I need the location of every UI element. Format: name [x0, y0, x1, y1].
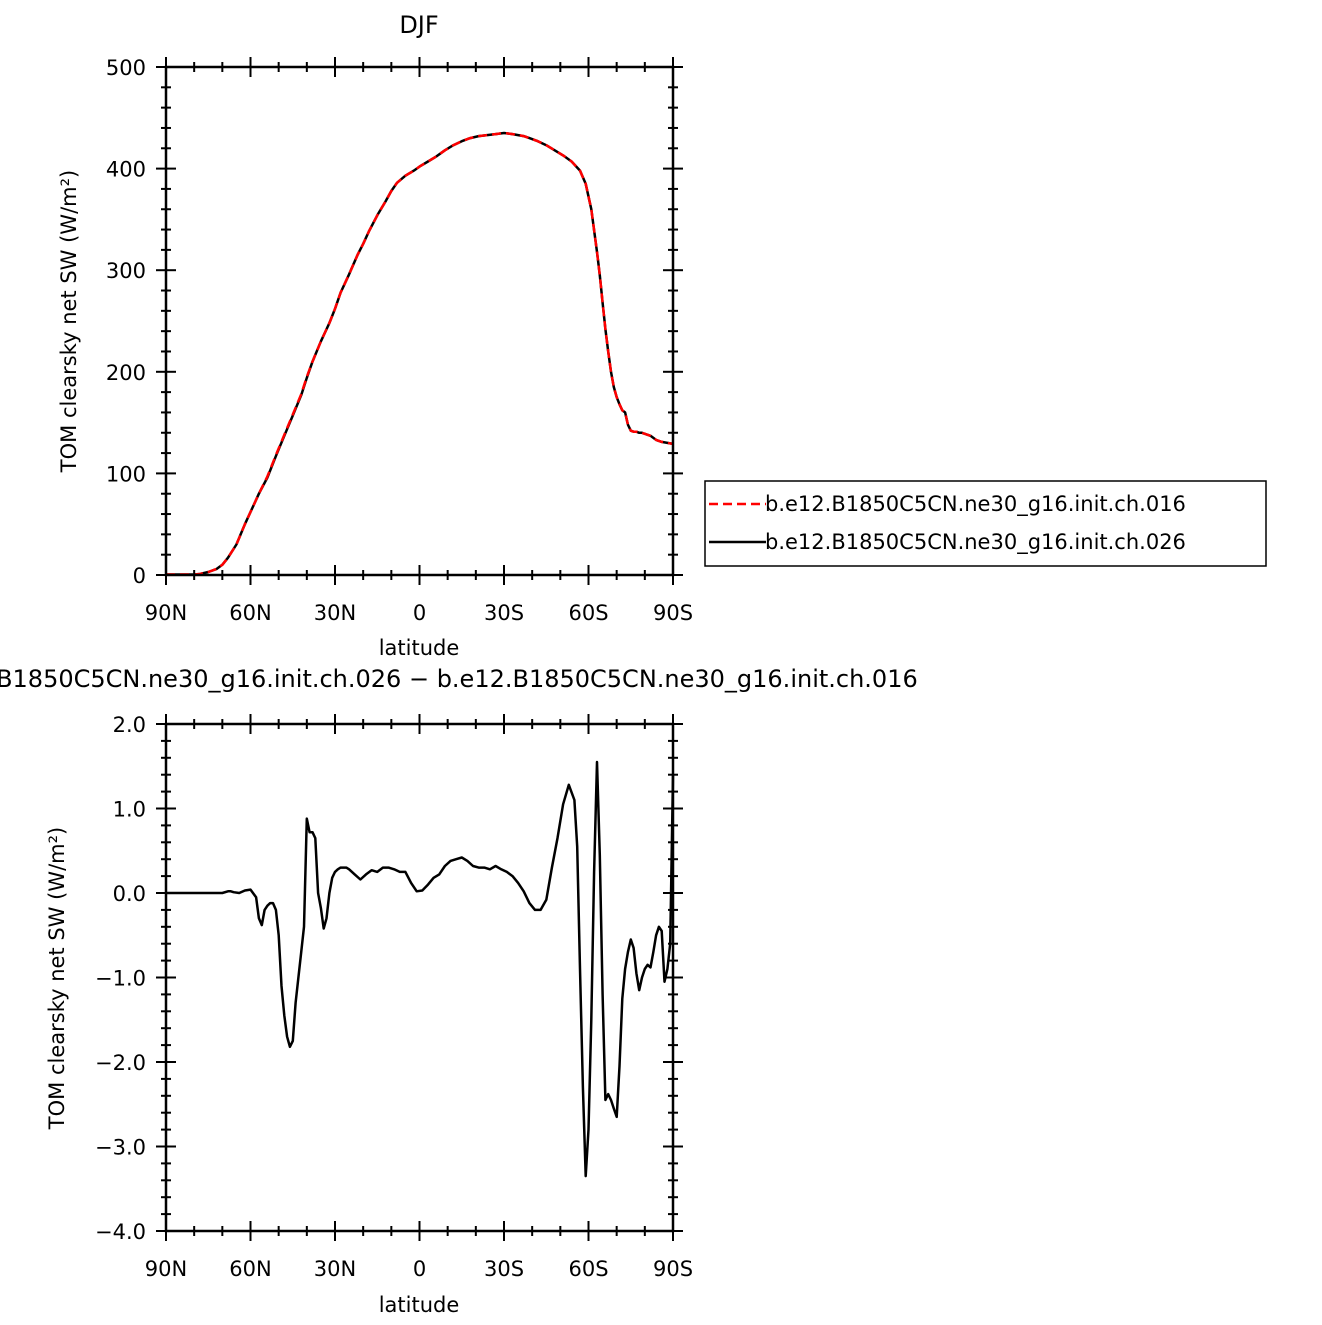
y-tick-label: 200	[106, 361, 146, 385]
y-tick-label: −4.0	[95, 1220, 146, 1244]
x-tick-label: 0	[413, 1257, 426, 1281]
top-series-line-1	[166, 131, 674, 576]
top-plot-title: DJF	[399, 11, 438, 39]
y-tick-label: 0.0	[113, 882, 146, 906]
bottom-y-axis-title: TOM clearsky net SW (W/m²)	[45, 827, 69, 1130]
legend: b.e12.B1850C5CN.ne30_g16.init.ch.016 b.e…	[704, 480, 1267, 567]
x-tick-label: 90S	[653, 1257, 693, 1281]
x-tick-label: 60N	[229, 601, 271, 625]
bottom-series-lines	[166, 760, 675, 1178]
legend-entry-2: b.e12.B1850C5CN.ne30_g16.init.ch.026	[765, 530, 1186, 555]
x-tick-label: 60S	[568, 1257, 608, 1281]
y-tick-label: 500	[106, 56, 146, 80]
y-tick-label: −1.0	[95, 967, 146, 991]
y-tick-label: 1.0	[113, 798, 146, 822]
bottom-panel: b.e12.B1850C5CN.ne30_g16.init.ch.026 − b…	[0, 665, 918, 1317]
x-tick-label: 30N	[314, 1257, 356, 1281]
top-y-axis-title: TOM clearsky net SW (W/m²)	[57, 170, 81, 473]
y-tick-label: −3.0	[95, 1136, 146, 1160]
y-tick-label: 300	[106, 259, 146, 283]
top-panel: DJF 90N 60N 30N 0 30S 60S 90S0100200300400500 …	[57, 11, 1267, 660]
top-axis-ticks: 90N 60N 30N 0 30S 60S 90S 0 100 200 300 400 500	[106, 56, 693, 625]
x-tick-label: 90N	[145, 601, 187, 625]
y-tick-label: 0	[133, 564, 146, 588]
x-tick-label: 60S	[568, 601, 608, 625]
y-tick-label: 100	[106, 462, 146, 486]
top-series-line-2	[166, 131, 674, 576]
x-tick-label: 90N	[145, 1257, 187, 1281]
x-tick-label: 30N	[314, 601, 356, 625]
y-tick-label: 2.0	[113, 713, 146, 737]
legend-entry-1: b.e12.B1850C5CN.ne30_g16.init.ch.016	[765, 492, 1186, 517]
x-tick-label: 90S	[653, 601, 693, 625]
x-tick-label: 30S	[484, 601, 524, 625]
bottom-series-line-1	[166, 760, 675, 1178]
top-series-lines	[166, 131, 674, 576]
top-x-axis-title: latitude	[379, 636, 460, 660]
top-plot-frame	[164, 65, 675, 577]
bottom-plot-frame	[164, 722, 675, 1233]
y-tick-label: −2.0	[95, 1051, 146, 1075]
bottom-plot-title: b.e12.B1850C5CN.ne30_g16.init.ch.026 − b…	[0, 665, 918, 693]
x-tick-label: 0	[413, 601, 426, 625]
bottom-x-axis-title: latitude	[379, 1293, 460, 1317]
legend-box	[704, 480, 1267, 567]
x-tick-label: 30S	[484, 1257, 524, 1281]
y-tick-label: 400	[106, 158, 146, 182]
x-tick-label: 60N	[229, 1257, 271, 1281]
